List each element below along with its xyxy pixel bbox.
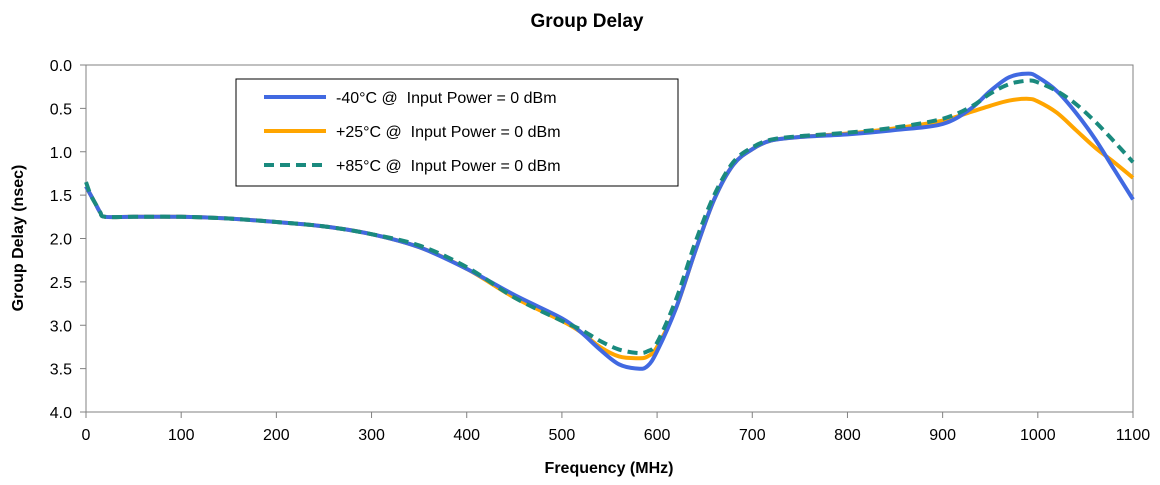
x-tick-label: 1000 — [1020, 427, 1056, 444]
y-tick-label: 4.0 — [50, 405, 72, 422]
x-tick-label: 100 — [168, 427, 195, 444]
y-tick-label: 3.0 — [50, 318, 72, 335]
x-tick-label: 300 — [358, 427, 385, 444]
legend-label: +85°C @ Input Power = 0 dBm — [336, 158, 561, 175]
x-tick-label: 1100 — [1116, 427, 1151, 444]
legend-label: +25°C @ Input Power = 0 dBm — [336, 124, 561, 141]
x-tick-label: 400 — [453, 427, 480, 444]
x-tick-label: 0 — [82, 427, 91, 444]
y-tick-label: 1.5 — [50, 188, 72, 205]
y-axis: 0.0 0.5 1.0 1.5 2.0 2.5 3.0 3.5 4.0 — [50, 58, 86, 422]
y-tick-label: 2.5 — [50, 275, 72, 292]
y-tick-label: 1.0 — [50, 145, 72, 162]
x-axis-title: Frequency (MHz) — [545, 460, 674, 477]
x-axis: 0 100 200 300 400 500 600 700 800 900 1000 1100 — [82, 412, 1151, 444]
legend-label: -40°C @ Input Power = 0 dBm — [336, 90, 557, 107]
x-tick-label: 700 — [739, 427, 766, 444]
y-tick-label: 3.5 — [50, 362, 72, 379]
y-tick-label: 2.0 — [50, 232, 72, 249]
y-tick-label: 0.5 — [50, 101, 72, 118]
x-tick-label: 800 — [834, 427, 861, 444]
chart-title: Group Delay — [531, 11, 644, 32]
series-lines — [84, 71, 1135, 371]
x-tick-label: 200 — [263, 427, 290, 444]
x-tick-label: 500 — [549, 427, 576, 444]
y-axis-title: Group Delay (nsec) — [10, 165, 27, 312]
y-tick-label: 0.0 — [50, 58, 72, 75]
x-tick-label: 900 — [929, 427, 956, 444]
x-tick-label: 600 — [644, 427, 671, 444]
legend: -40°C @ Input Power = 0 dBm +25°C @ Input… — [235, 78, 679, 187]
series-line-2 — [84, 78, 1135, 356]
